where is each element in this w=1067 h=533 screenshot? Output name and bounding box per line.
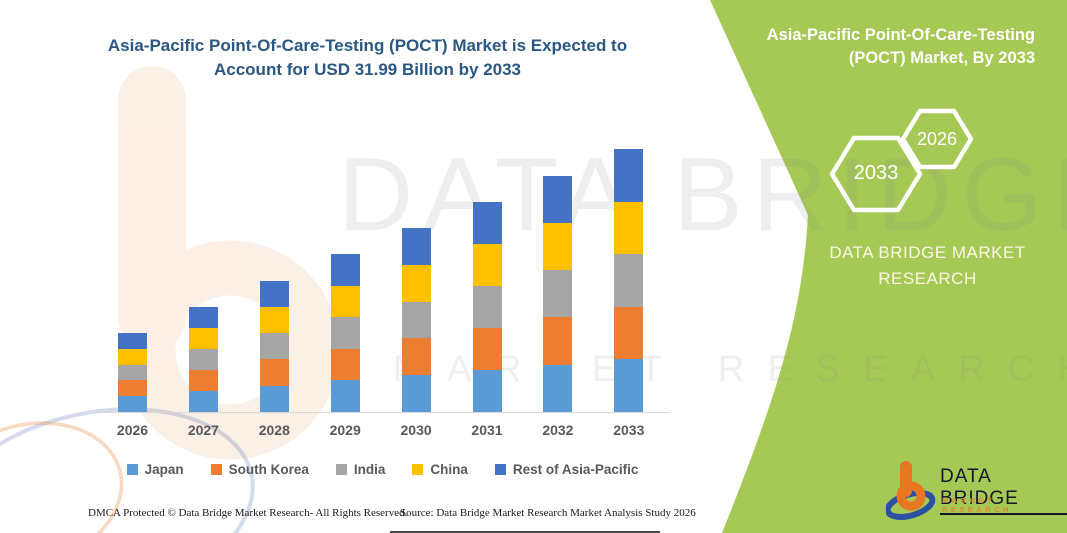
bar-segment-china [401, 264, 431, 302]
footer-source: Source: Data Bridge Market Research Mark… [400, 507, 696, 519]
bar-segment-rest-of-asia-pacific [614, 149, 644, 202]
x-axis-label-2026: 2026 [116, 422, 149, 438]
plot-area [93, 128, 670, 413]
bar-segment-rest-of-asia-pacific [472, 201, 502, 244]
stacked-bar-2029 [330, 254, 360, 412]
x-axis-label-2030: 2030 [400, 422, 432, 438]
hexagon-2033-label: 2033 [853, 162, 899, 184]
x-axis-label-2033: 2033 [613, 422, 645, 438]
bar-segment-japan [330, 380, 360, 412]
bar-segment-rest-of-asia-pacific [543, 175, 573, 223]
side-panel-brand-text: DATA BRIDGE MARKET RESEARCH [829, 243, 1026, 288]
bar-segment-rest-of-asia-pacific [188, 307, 218, 328]
stacked-bar-2026 [118, 333, 147, 412]
legend-label: Japan [144, 462, 184, 477]
bar-segment-china [614, 201, 644, 255]
legend-item-india: India [335, 462, 386, 477]
bottom-edge-line [390, 531, 660, 533]
legend-label: South Korea [228, 462, 309, 477]
bar-segment-rest-of-asia-pacific [259, 280, 289, 307]
hexagon-2033 [829, 135, 923, 213]
chart-legend: Japan South Korea India China Rest of Asia-P… [95, 462, 670, 477]
legend-label: China [430, 462, 468, 477]
company-logo-subtitle: MARKET RESEARCH [942, 496, 1013, 514]
bar-segment-south-korea [188, 370, 218, 391]
bar-segment-rest-of-asia-pacific [118, 333, 147, 349]
bar-segment-rest-of-asia-pacific [401, 228, 431, 265]
legend-swatch-icon [210, 464, 222, 475]
stacked-bar-2028 [259, 280, 289, 412]
company-logo-name: DATA BRIDGE [940, 466, 1067, 515]
bar-segment-japan [543, 364, 573, 412]
bar-segment-south-korea [472, 327, 502, 370]
bar-segment-china [118, 348, 147, 365]
bar-segment-south-korea [401, 338, 431, 376]
bar-segment-india [543, 270, 573, 318]
stacked-bar-2033 [614, 149, 644, 412]
watermark-blue-ellipse [0, 407, 255, 533]
bar-segment-india [401, 301, 431, 339]
bar-segment-india [472, 285, 502, 328]
side-panel-title: Asia-Pacific Point-Of-Care-Testing (POCT… [766, 26, 1035, 67]
bar-segment-japan [614, 359, 644, 412]
bar-segment-india [330, 317, 360, 349]
bar-segment-rest-of-asia-pacific [330, 254, 360, 286]
legend-swatch-icon [412, 464, 424, 475]
legend-item-south-korea: South Korea [210, 462, 309, 477]
bar-segment-china [472, 243, 502, 286]
bar-segment-china [330, 285, 360, 318]
stacked-bar-2027 [188, 307, 218, 412]
legend-item-china: China [412, 462, 468, 477]
legend-swatch-icon [126, 464, 138, 475]
x-axis-label-2027: 2027 [187, 422, 219, 438]
bar-segment-south-korea [330, 348, 360, 381]
chart-title: Asia-Pacific Point-Of-Care-Testing (POCT… [107, 36, 628, 79]
legend-item-rest-of-asia-pacific: Rest of Asia-Pacific [494, 462, 639, 477]
green-panel [710, 0, 1067, 533]
watermark-b-bowl [120, 240, 340, 460]
hexagon-2026-label: 2026 [916, 129, 958, 149]
footer-copyright: DMCA Protected © Data Bridge Market Rese… [88, 507, 408, 519]
x-axis-label-2031: 2031 [471, 422, 503, 438]
legend-swatch-icon [494, 464, 506, 475]
hexagon-2026 [900, 108, 974, 170]
logo-b-bowl-icon [896, 481, 926, 511]
x-axis-label-2029: 2029 [329, 422, 361, 438]
bar-segment-india [614, 254, 644, 307]
bar-segment-india [259, 333, 289, 360]
bar-segment-japan [118, 396, 147, 412]
x-axis-label-2032: 2032 [542, 422, 574, 438]
bar-segment-japan [188, 391, 218, 412]
bar-segment-china [543, 222, 573, 271]
bar-segment-japan [472, 369, 502, 412]
stacked-bar-2032 [543, 175, 573, 412]
bar-segment-india [118, 364, 147, 381]
watermark-orange-ellipse [0, 421, 124, 533]
x-axis-label-2028: 2028 [258, 422, 290, 438]
bar-segment-china [188, 328, 218, 349]
bar-segment-south-korea [614, 306, 644, 360]
company-logo-icon [886, 461, 936, 520]
stacked-bar-2030 [401, 228, 431, 412]
bar-segment-india [188, 349, 218, 370]
legend-label: Rest of Asia-Pacific [512, 462, 639, 477]
legend-swatch-icon [335, 464, 347, 475]
legend-item-japan: Japan [126, 462, 184, 477]
bar-segment-south-korea [118, 380, 147, 397]
legend-label: India [353, 462, 386, 477]
x-axis-labels: 2026 2027 2028 2029 2030 2031 2032 2033 [95, 422, 670, 442]
bar-segment-japan [259, 385, 289, 412]
bar-segment-south-korea [259, 359, 289, 386]
x-axis-line [93, 411, 670, 413]
bar-segment-japan [401, 375, 431, 412]
stacked-bar-2031 [472, 201, 502, 412]
bar-segment-south-korea [543, 317, 573, 365]
bar-segment-china [259, 306, 289, 334]
